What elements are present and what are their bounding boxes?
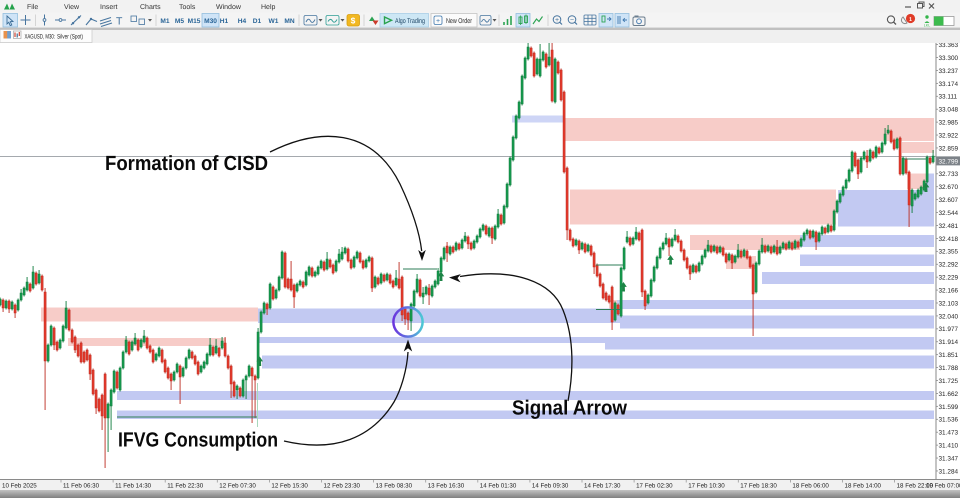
svg-text:M15: M15 [188,18,201,25]
svg-text:32.670: 32.670 [939,184,959,191]
svg-text:12 Feb 23:30: 12 Feb 23:30 [324,483,361,490]
svg-text:31.725: 31.725 [939,378,959,385]
svg-text:11 Feb 06:30: 11 Feb 06:30 [63,483,100,490]
svg-text:32.922: 32.922 [939,132,959,139]
svg-text:32.040: 32.040 [939,313,959,320]
svg-text:Insert: Insert [100,4,118,11]
svg-text:13 Feb 08:30: 13 Feb 08:30 [376,483,413,490]
svg-text:32.481: 32.481 [939,223,959,230]
svg-text:32.733: 32.733 [939,171,959,178]
svg-text:11 Feb 22:30: 11 Feb 22:30 [167,483,204,490]
svg-text:33.111: 33.111 [939,94,958,101]
svg-text:32.418: 32.418 [939,236,959,243]
svg-text:31.347: 31.347 [939,455,959,462]
svg-text:18 Feb 22:00: 18 Feb 22:00 [897,483,934,490]
svg-text:31.599: 31.599 [939,404,959,411]
svg-text:M1: M1 [160,18,169,25]
svg-text:H1: H1 [220,18,229,25]
svg-text:Silver (Spot): Silver (Spot) [57,33,83,40]
svg-text:12 Feb 07:30: 12 Feb 07:30 [219,483,256,490]
svg-text:MN: MN [284,18,294,25]
svg-text:14 Feb 01:30: 14 Feb 01:30 [480,483,517,490]
svg-text:Help: Help [261,3,276,11]
svg-text:+: + [436,18,440,25]
svg-text:32.292: 32.292 [939,262,959,269]
svg-text:32.985: 32.985 [939,120,959,127]
svg-text:33.300: 33.300 [939,55,959,62]
svg-text:32.859: 32.859 [939,145,959,152]
svg-text:33.174: 33.174 [939,81,959,88]
svg-text:T: T [116,16,123,28]
svg-text:14 Feb 17:30: 14 Feb 17:30 [584,483,621,490]
svg-text:32.103: 32.103 [939,300,959,307]
svg-text:17 Feb 18:30: 17 Feb 18:30 [740,483,777,490]
svg-text:32.544: 32.544 [939,210,959,217]
svg-text:W1: W1 [269,18,279,25]
svg-text:31.788: 31.788 [939,365,959,372]
svg-text:10 Feb 2025: 10 Feb 2025 [2,483,37,490]
svg-text:Algo Trading: Algo Trading [395,17,425,25]
svg-text:Signal Arrow: Signal Arrow [512,397,627,420]
svg-text:31.284: 31.284 [939,468,959,475]
svg-text:M5: M5 [175,18,184,25]
svg-text:Formation of CISD: Formation of CISD [105,152,268,175]
svg-text:32.229: 32.229 [939,275,959,282]
svg-text:+: + [555,17,559,24]
svg-text:IFVG Consumption: IFVG Consumption [118,429,278,452]
svg-text:File: File [27,3,38,11]
svg-text:33.048: 33.048 [939,107,959,114]
svg-text:31.473: 31.473 [939,430,959,437]
svg-text:17 Feb 02:30: 17 Feb 02:30 [636,483,673,490]
svg-text:19 Feb 07:00: 19 Feb 07:00 [926,483,960,490]
svg-text:M30: M30 [204,18,217,25]
svg-text:Window: Window [216,3,242,11]
svg-text:H4: H4 [238,18,247,25]
svg-text:17 Feb 10:30: 17 Feb 10:30 [688,483,725,490]
svg-text:33.237: 33.237 [939,68,959,75]
svg-text:31.662: 31.662 [939,391,959,398]
svg-text:1: 1 [909,17,912,23]
svg-text:12 Feb 15:30: 12 Feb 15:30 [271,483,308,490]
svg-text:31.977: 31.977 [939,326,959,333]
svg-text:31.851: 31.851 [939,352,959,359]
svg-text:View: View [64,3,80,11]
svg-text:31.914: 31.914 [939,339,959,346]
svg-text:13 Feb 16:30: 13 Feb 16:30 [428,483,465,490]
svg-text:D1: D1 [253,18,262,25]
svg-text:14 Feb 09:30: 14 Feb 09:30 [532,483,569,490]
svg-text:18 Feb 06:00: 18 Feb 06:00 [792,483,829,490]
svg-text:−: − [570,17,574,24]
svg-text:LKL: LKL [924,24,930,28]
svg-text:Charts: Charts [140,3,161,11]
svg-text:New Order: New Order [446,17,473,25]
svg-text:32.355: 32.355 [939,249,959,256]
svg-text:11 Feb 14:30: 11 Feb 14:30 [115,483,152,490]
svg-text:$: $ [351,16,356,26]
svg-text:33.363: 33.363 [939,42,959,49]
svg-text:32.799: 32.799 [939,158,959,165]
svg-text:18 Feb 14:00: 18 Feb 14:00 [845,483,882,490]
svg-text:Tools: Tools [179,3,196,11]
svg-text:31.410: 31.410 [939,443,959,450]
svg-text:31.536: 31.536 [939,417,959,424]
svg-text:32.166: 32.166 [939,287,959,294]
svg-text:32.607: 32.607 [939,197,959,204]
svg-text:XAGUSD, M30:: XAGUSD, M30: [25,33,56,40]
